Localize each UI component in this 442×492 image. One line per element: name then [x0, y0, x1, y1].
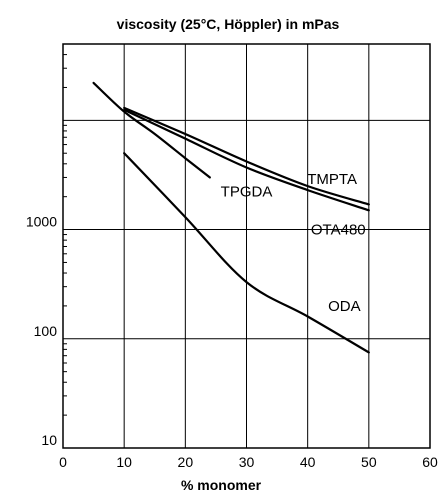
grid	[63, 44, 430, 448]
x-tick-label: 0	[59, 454, 67, 470]
y-tick-label: 1000	[26, 214, 57, 230]
y-tick-label: 100	[34, 323, 58, 339]
y-tick-labels: 10 100 1000	[26, 214, 57, 448]
x-axis-title: % monomer	[181, 477, 262, 492]
series-line-ota480	[123, 108, 370, 212]
x-tick-label: 20	[178, 454, 194, 470]
series-label-tpgda: TPGDA	[221, 184, 273, 201]
x-tick-label: 60	[422, 454, 438, 470]
series-line-tmpta	[123, 106, 370, 206]
x-tick-label: 30	[239, 454, 255, 470]
x-tick-label: 40	[300, 454, 316, 470]
minor-ticks	[63, 54, 67, 416]
x-tick-label: 10	[116, 454, 132, 470]
series-line-oda	[123, 152, 370, 354]
x-tick-label: 50	[361, 454, 377, 470]
series-lines	[92, 81, 370, 354]
x-tick-labels: 0 10 20 30 40 50 60	[59, 454, 438, 470]
series-label-tmpta: TMPTA	[307, 171, 357, 188]
chart-title: viscosity (25°C, Höppler) in mPas	[117, 16, 340, 32]
series-label-ota480: OTA480	[311, 222, 366, 239]
series-labels: TMPTA OTA480 TPGDA ODA	[221, 171, 366, 315]
series-label-oda: ODA	[328, 298, 361, 315]
y-tick-label: 10	[41, 432, 57, 448]
series-line-tpgda	[92, 81, 211, 179]
